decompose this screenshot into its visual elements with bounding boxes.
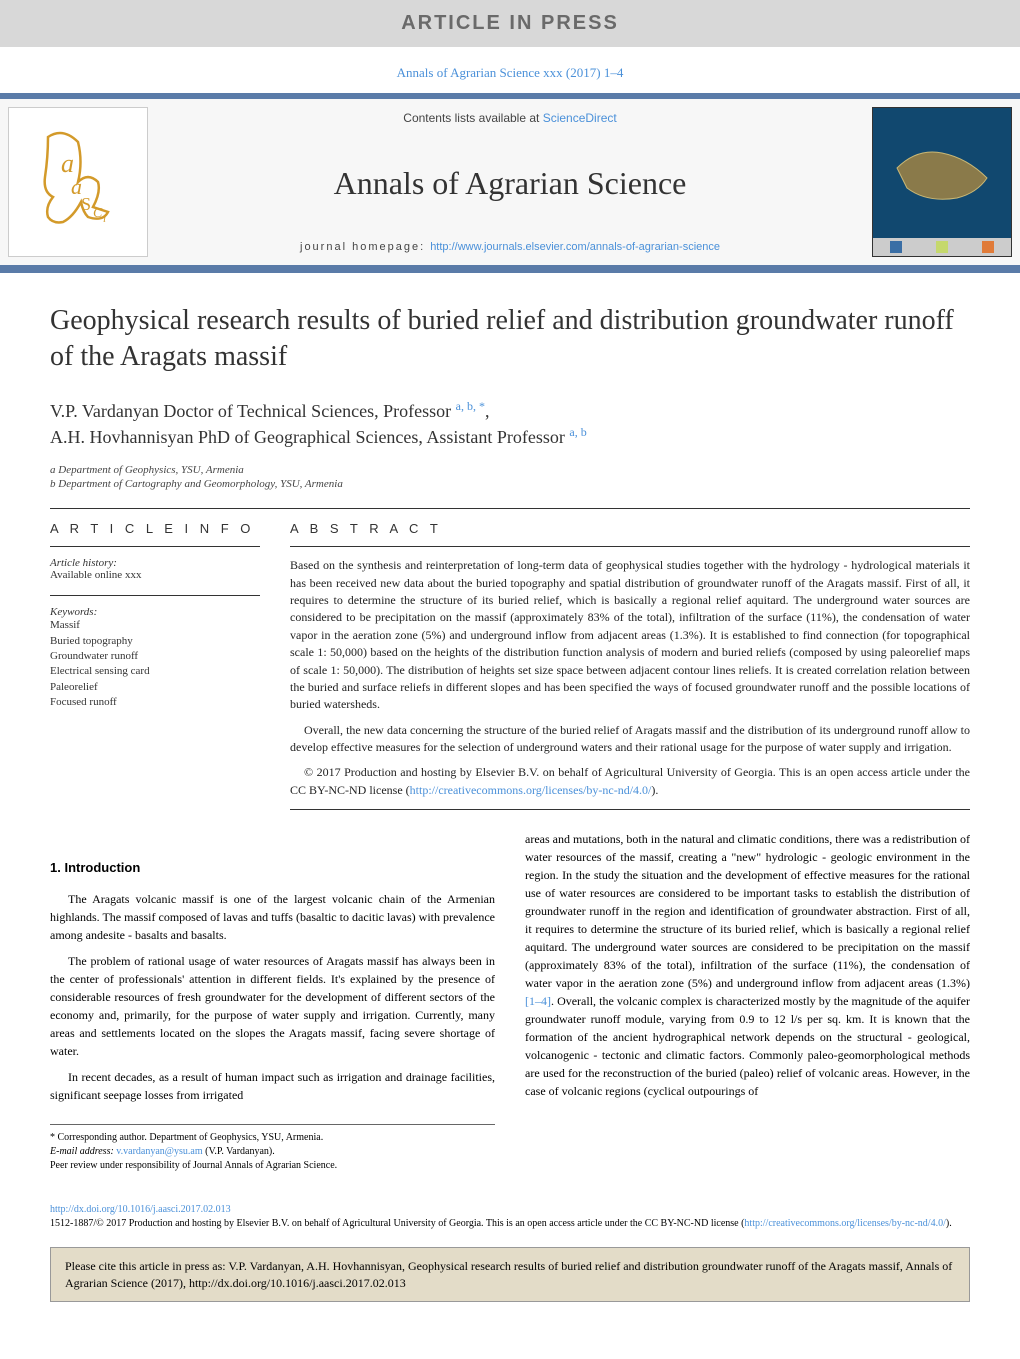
divider <box>50 508 970 509</box>
sciencedirect-link[interactable]: ScienceDirect <box>543 111 617 125</box>
banner-text: ARTICLE IN PRESS <box>401 12 619 34</box>
article-in-press-banner: ARTICLE IN PRESS <box>0 0 1020 47</box>
keyword: Paleorelief <box>50 680 260 695</box>
svg-text:C: C <box>93 206 103 221</box>
footnotes: * Corresponding author. Department of Ge… <box>50 1124 495 1173</box>
email-label: E-mail address: <box>50 1146 116 1157</box>
divider <box>290 809 970 810</box>
journal-ref-text: Annals of Agrarian Science xxx (2017) 1–… <box>397 65 624 80</box>
intro-left-p2: The problem of rational usage of water r… <box>50 952 495 1060</box>
issn-post: ). <box>946 1218 952 1229</box>
affiliations: a Department of Geophysics, YSU, Armenia… <box>50 464 970 490</box>
author-1-name: V.P. Vardanyan Doctor of Technical Scien… <box>50 401 456 421</box>
intro-left-p1: The Aragats volcanic massif is one of th… <box>50 890 495 944</box>
issn-pre: 1512-1887/© 2017 Production and hosting … <box>50 1218 744 1229</box>
issn-copyright: 1512-1887/© 2017 Production and hosting … <box>50 1217 970 1231</box>
affiliation-a: a Department of Geophysics, YSU, Armenia <box>50 464 970 476</box>
journal-reference: Annals of Agrarian Science xxx (2017) 1–… <box>0 47 1020 93</box>
keywords-label: Keywords: <box>50 606 260 618</box>
svg-text:S: S <box>81 194 91 214</box>
article-history: Article history: Available online xxx <box>50 557 260 581</box>
divider <box>50 595 260 596</box>
copyright-post: ). <box>651 783 658 797</box>
article-title: Geophysical research results of buried r… <box>50 303 970 376</box>
author-2-name: A.H. Hovhannisyan PhD of Geographical Sc… <box>50 427 569 447</box>
authors-block: V.P. Vardanyan Doctor of Technical Scien… <box>50 398 970 450</box>
right-p1-pre: areas and mutations, both in the natural… <box>525 832 970 990</box>
homepage-link[interactable]: http://www.journals.elsevier.com/annals-… <box>430 241 720 253</box>
contents-pre: Contents lists available at <box>403 111 542 125</box>
keyword: Electrical sensing card <box>50 664 260 679</box>
right-column: areas and mutations, both in the natural… <box>525 830 970 1173</box>
keywords-list: Massif Buried topography Groundwater run… <box>50 618 260 710</box>
homepage-pre: journal homepage: <box>300 241 430 253</box>
peer-review-note: Peer review under responsibility of Jour… <box>50 1159 495 1173</box>
doi-link[interactable]: http://dx.doi.org/10.1016/j.aasci.2017.0… <box>50 1203 970 1217</box>
divider <box>50 546 260 547</box>
intro-head: 1. Introduction <box>50 858 495 878</box>
keywords-block: Keywords: Massif Buried topography Groun… <box>50 606 260 710</box>
ref-1-4-link[interactable]: [1–4] <box>525 994 551 1008</box>
journal-cover-thumbnail <box>872 107 1012 257</box>
affiliation-b: b Department of Cartography and Geomorph… <box>50 478 970 490</box>
author-1-sup: a, b, * <box>456 399 485 413</box>
cover-image-icon <box>873 108 1011 238</box>
abstract-copyright: © 2017 Production and hosting by Elsevie… <box>290 764 970 799</box>
header-center: Contents lists available at ScienceDirec… <box>156 99 864 265</box>
email-post: (V.P. Vardanyan). <box>203 1146 275 1157</box>
history-label: Article history: <box>50 557 260 569</box>
abstract-column: A B S T R A C T Based on the synthesis a… <box>290 521 970 810</box>
contents-available: Contents lists available at ScienceDirec… <box>166 111 854 125</box>
cite-text: Please cite this article in press as: V.… <box>65 1259 952 1290</box>
email-line: E-mail address: v.vardanyan@ysu.am (V.P.… <box>50 1145 495 1159</box>
journal-header: a a S C i Contents lists available at Sc… <box>0 93 1020 273</box>
abstract-body: Based on the synthesis and reinterpretat… <box>290 557 970 799</box>
body-columns: 1. Introduction The Aragats volcanic mas… <box>50 830 970 1173</box>
left-column: 1. Introduction The Aragats volcanic mas… <box>50 830 495 1173</box>
issn-license-link[interactable]: http://creativecommons.org/licenses/by-n… <box>744 1218 945 1229</box>
doi-block: http://dx.doi.org/10.1016/j.aasci.2017.0… <box>0 1193 1020 1237</box>
journal-title: Annals of Agrarian Science <box>166 165 854 202</box>
abstract-head: A B S T R A C T <box>290 521 970 536</box>
corresponding-author: * Corresponding author. Department of Ge… <box>50 1131 495 1145</box>
citation-box: Please cite this article in press as: V.… <box>50 1247 970 1303</box>
svg-text:i: i <box>103 213 106 225</box>
keyword: Buried topography <box>50 634 260 649</box>
abstract-p2: Overall, the new data concerning the str… <box>290 722 970 757</box>
right-p1-post: . Overall, the volcanic complex is chara… <box>525 994 970 1098</box>
intro-left-p3: In recent decades, as a result of human … <box>50 1068 495 1104</box>
author-2-sup: a, b <box>569 425 586 439</box>
article-info-head: A R T I C L E I N F O <box>50 521 260 536</box>
keyword: Focused runoff <box>50 695 260 710</box>
history-value: Available online xxx <box>50 569 260 581</box>
divider <box>290 546 970 547</box>
journal-homepage: journal homepage: http://www.journals.el… <box>166 241 854 253</box>
email-link[interactable]: v.vardanyan@ysu.am <box>116 1146 202 1157</box>
logo-icon: a a S C i <box>33 122 123 242</box>
journal-logo: a a S C i <box>8 107 148 257</box>
keyword: Groundwater runoff <box>50 649 260 664</box>
cover-strip-icons <box>873 238 1011 256</box>
cc-license-link[interactable]: http://creativecommons.org/licenses/by-n… <box>410 783 652 797</box>
article-info-column: A R T I C L E I N F O Article history: A… <box>50 521 260 810</box>
intro-right-p1: areas and mutations, both in the natural… <box>525 830 970 1100</box>
info-abstract-row: A R T I C L E I N F O Article history: A… <box>50 521 970 810</box>
keyword: Massif <box>50 618 260 633</box>
abstract-p1: Based on the synthesis and reinterpretat… <box>290 557 970 714</box>
